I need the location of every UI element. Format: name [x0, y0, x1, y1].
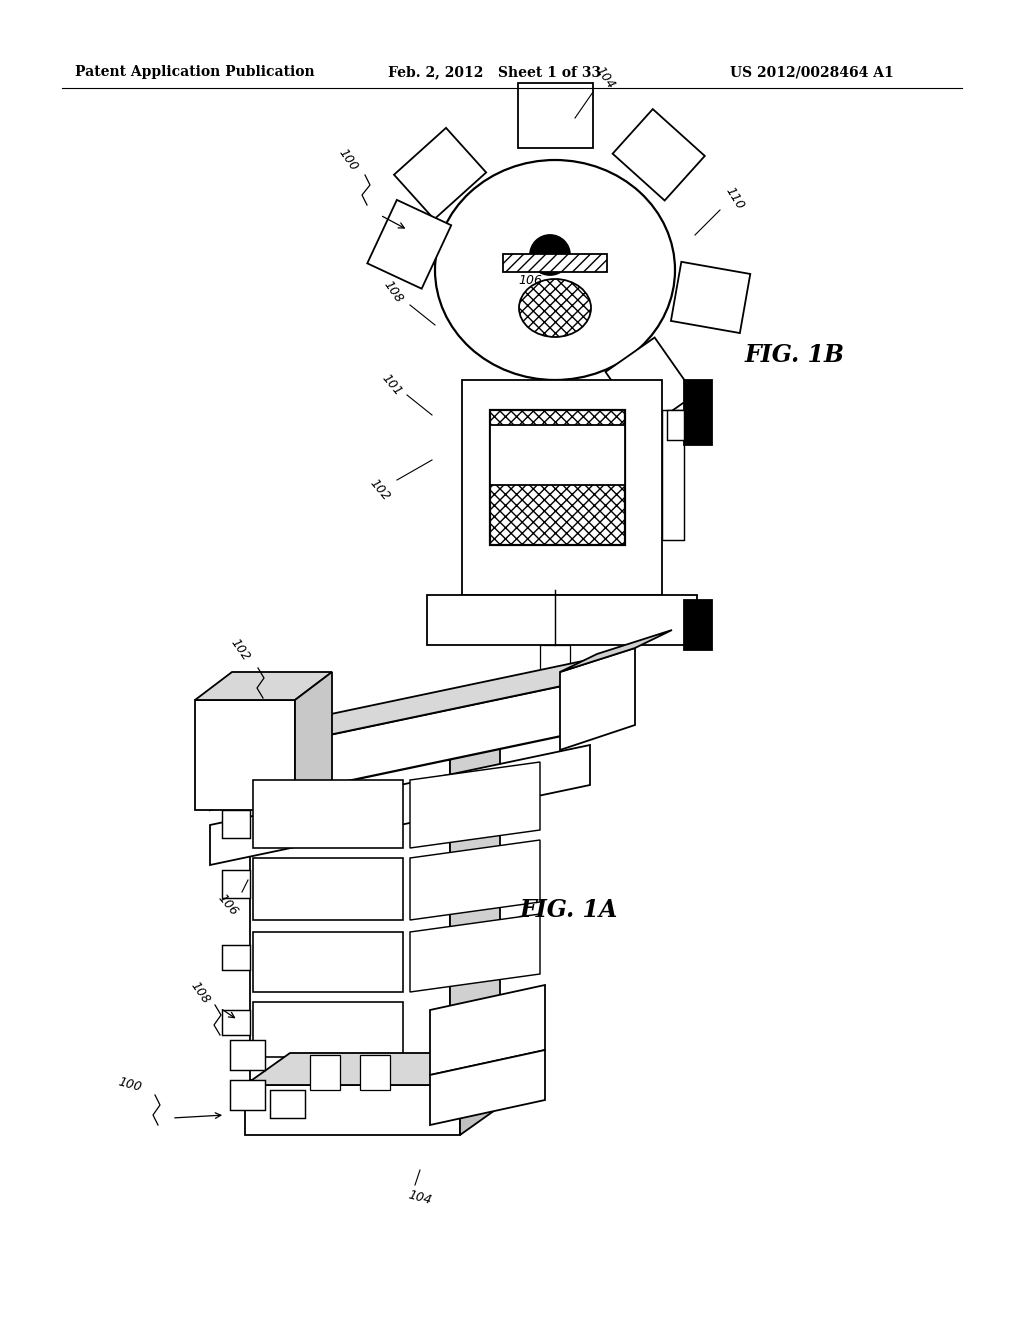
Polygon shape — [195, 672, 332, 700]
Polygon shape — [210, 680, 590, 810]
Polygon shape — [295, 672, 332, 810]
Bar — [360, 1055, 390, 1090]
Polygon shape — [368, 199, 452, 289]
Polygon shape — [430, 985, 545, 1074]
Text: FIG. 1A: FIG. 1A — [520, 898, 618, 921]
Polygon shape — [250, 760, 450, 1080]
Text: FIG. 1B: FIG. 1B — [745, 343, 845, 367]
Text: 104: 104 — [593, 65, 617, 91]
Polygon shape — [671, 261, 751, 333]
Bar — [684, 601, 712, 649]
Text: 106: 106 — [215, 891, 241, 919]
Polygon shape — [517, 82, 593, 148]
Text: 108: 108 — [381, 279, 406, 305]
Bar — [222, 810, 250, 838]
Text: US 2012/0028464 A1: US 2012/0028464 A1 — [730, 65, 894, 79]
Ellipse shape — [519, 279, 591, 337]
Bar — [310, 1055, 340, 1090]
Text: 102: 102 — [368, 477, 392, 503]
Bar — [222, 1010, 250, 1035]
Bar — [253, 1002, 403, 1057]
Bar — [230, 1040, 265, 1071]
Polygon shape — [245, 1053, 505, 1085]
Polygon shape — [460, 1053, 505, 1135]
Polygon shape — [250, 725, 500, 760]
Polygon shape — [410, 913, 540, 993]
Polygon shape — [410, 762, 540, 847]
Bar — [503, 253, 607, 272]
Polygon shape — [612, 110, 705, 201]
Text: 100: 100 — [336, 147, 360, 173]
Bar — [230, 1080, 265, 1110]
Text: Feb. 2, 2012   Sheet 1 of 33: Feb. 2, 2012 Sheet 1 of 33 — [388, 65, 601, 79]
Text: 108: 108 — [187, 979, 212, 1007]
Polygon shape — [450, 725, 500, 1080]
Text: 106: 106 — [518, 273, 542, 286]
Polygon shape — [430, 1049, 545, 1125]
Polygon shape — [560, 648, 635, 750]
Text: 104: 104 — [407, 1188, 433, 1208]
Polygon shape — [245, 1085, 460, 1135]
Polygon shape — [394, 128, 486, 219]
Text: 100: 100 — [117, 1076, 143, 1094]
Bar — [253, 932, 403, 993]
Text: 101: 101 — [379, 372, 404, 399]
Bar — [490, 411, 625, 545]
Bar — [222, 870, 250, 898]
Polygon shape — [605, 338, 694, 429]
Text: 110: 110 — [723, 185, 746, 211]
Bar — [462, 380, 662, 595]
Text: Patent Application Publication: Patent Application Publication — [75, 65, 314, 79]
Bar — [222, 945, 250, 970]
Bar — [490, 425, 625, 484]
Ellipse shape — [435, 160, 675, 380]
Polygon shape — [560, 630, 672, 672]
Bar — [684, 380, 712, 445]
Bar — [667, 411, 684, 440]
Circle shape — [530, 235, 570, 275]
Polygon shape — [410, 840, 540, 920]
Bar — [270, 1090, 305, 1118]
Polygon shape — [210, 744, 590, 865]
Bar — [427, 595, 697, 645]
Polygon shape — [210, 649, 635, 760]
Bar — [253, 780, 403, 847]
Text: 102: 102 — [227, 636, 252, 664]
Polygon shape — [195, 700, 295, 810]
Bar — [540, 645, 570, 675]
Bar — [662, 411, 684, 540]
Bar — [253, 858, 403, 920]
